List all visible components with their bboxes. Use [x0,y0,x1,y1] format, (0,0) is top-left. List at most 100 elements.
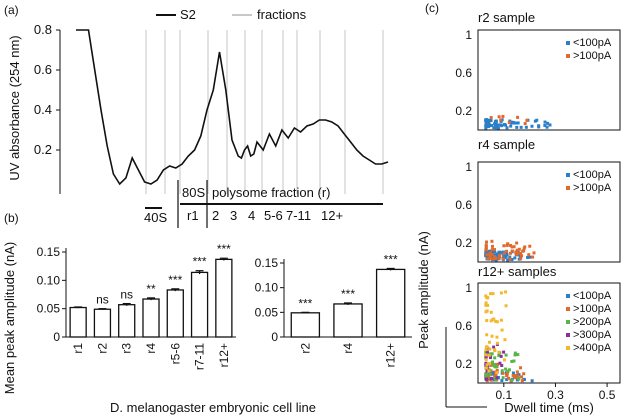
scatter-point [515,125,519,129]
scatter-point [525,118,529,122]
label-r1: r1 [187,208,199,223]
y-tick-label: 0.2 [455,104,472,118]
x-tick-label: r5-6 [168,343,182,365]
scatter-point [517,253,521,257]
scatter-point [509,124,513,128]
scatter-point [487,340,491,344]
scatter-point [489,319,493,323]
y-tick-label: 0.6 [34,62,52,77]
scatter-point [490,257,494,261]
y-tick-label: 0.05 [37,302,61,316]
scatter-point [515,248,519,252]
scatter-point [512,121,516,125]
scatter-point [494,120,498,124]
label-80s: 80S [182,185,205,200]
scatter-point [484,244,488,248]
scatter-point [513,256,517,260]
bar-r1 [69,306,87,338]
x-axis-label-b: D. melanogaster embryonic cell line [110,400,316,415]
bar-chart-selected-fractions: 0 0.05 0.10 0.15 *** r2 *** r4 *** r12+ [255,252,412,367]
scatter-point [489,377,493,381]
scatter-point [487,353,491,357]
scatter-point [499,118,503,122]
chart-a: 0.8 0.6 0.4 0.2 UV absorbance (254 nm) S2 f… [7,7,389,228]
scatter-point [500,369,504,373]
legend-label: <100pA [573,169,612,181]
scatter-point [505,126,509,130]
bar-r5-6 [166,289,184,338]
scatter-point [527,253,531,257]
significance-label: *** [168,273,182,287]
x-tick-label: r1 [71,343,85,354]
scatter-point [502,358,506,362]
s2-trace [76,29,389,186]
scatter-point [507,368,511,372]
y-ticks: 0.8 0.6 0.4 0.2 [34,22,60,157]
y-tick-label: 0.15 [255,256,279,270]
scatter-point [484,119,488,123]
scatter-point [485,319,489,323]
plot-frame [477,282,621,384]
scatter-point [496,126,500,130]
scatter-point [488,255,492,259]
scatter-point [510,245,514,249]
scatter-point [510,359,514,363]
legend-marker [566,294,570,298]
scatter-point [490,334,494,338]
scatter-point [543,123,547,127]
legend-label: >100pA [573,50,612,62]
scatter-point [491,292,495,296]
scatter-point [518,251,522,255]
scatter-point [537,124,541,128]
scatter-point [522,247,526,251]
y-tick-label: 0.2 [455,236,472,250]
scatter-point [487,369,491,373]
scatter-point [493,349,497,353]
scatter-point [510,120,514,124]
scatter-point [520,254,524,258]
bar-r12+ [215,258,233,338]
legend-marker [566,54,570,58]
scatter-point [501,114,505,118]
scatter-point [484,303,488,307]
scatter-point [496,123,500,127]
scatter-point [489,363,493,367]
legend-label: >100pA [573,303,612,315]
scatter-point [502,123,506,127]
legend-label: <100pA [573,290,612,302]
scatter-point [488,373,492,377]
fraction-label: 4 [248,208,255,223]
subplot-title: r12+ samples [478,264,557,279]
scatter-point [543,120,547,124]
scatter-point [485,253,489,257]
scatter-point [492,317,496,321]
y-tick-label: 0.2 [455,357,472,371]
x-tick-label: r7-11 [193,343,207,370]
scatter-point [484,248,488,252]
legend-label: >300pA [573,329,612,341]
bar-chart-all-fractions: 0 0.05 0.10 0.15 r1 ns r2 ns r3 ** r4 *** r5-6 *** r7-… [37,242,236,370]
scatter-point [511,371,515,375]
scatter-point [526,255,530,259]
x-tick-label: r12+ [384,343,398,367]
scatter-point [502,251,506,255]
scatter-point [493,250,497,254]
bar-r7-11 [190,271,209,338]
plot-frame [477,161,621,263]
scatter-point [493,248,497,252]
x-tick-label: r4 [144,343,158,354]
scatter-point [492,370,496,374]
scatter-point [487,252,491,256]
scatter-point [505,371,509,375]
scatter-point [502,350,506,354]
scatter-point [495,376,499,380]
scatter-point [515,253,519,257]
scatter-point [494,126,498,130]
legend-marker [566,186,570,190]
scatter-point [514,376,518,380]
scatter-point [486,376,490,380]
scatter-point [484,348,488,352]
scatter-point [496,341,500,345]
scatter-point [485,345,489,349]
